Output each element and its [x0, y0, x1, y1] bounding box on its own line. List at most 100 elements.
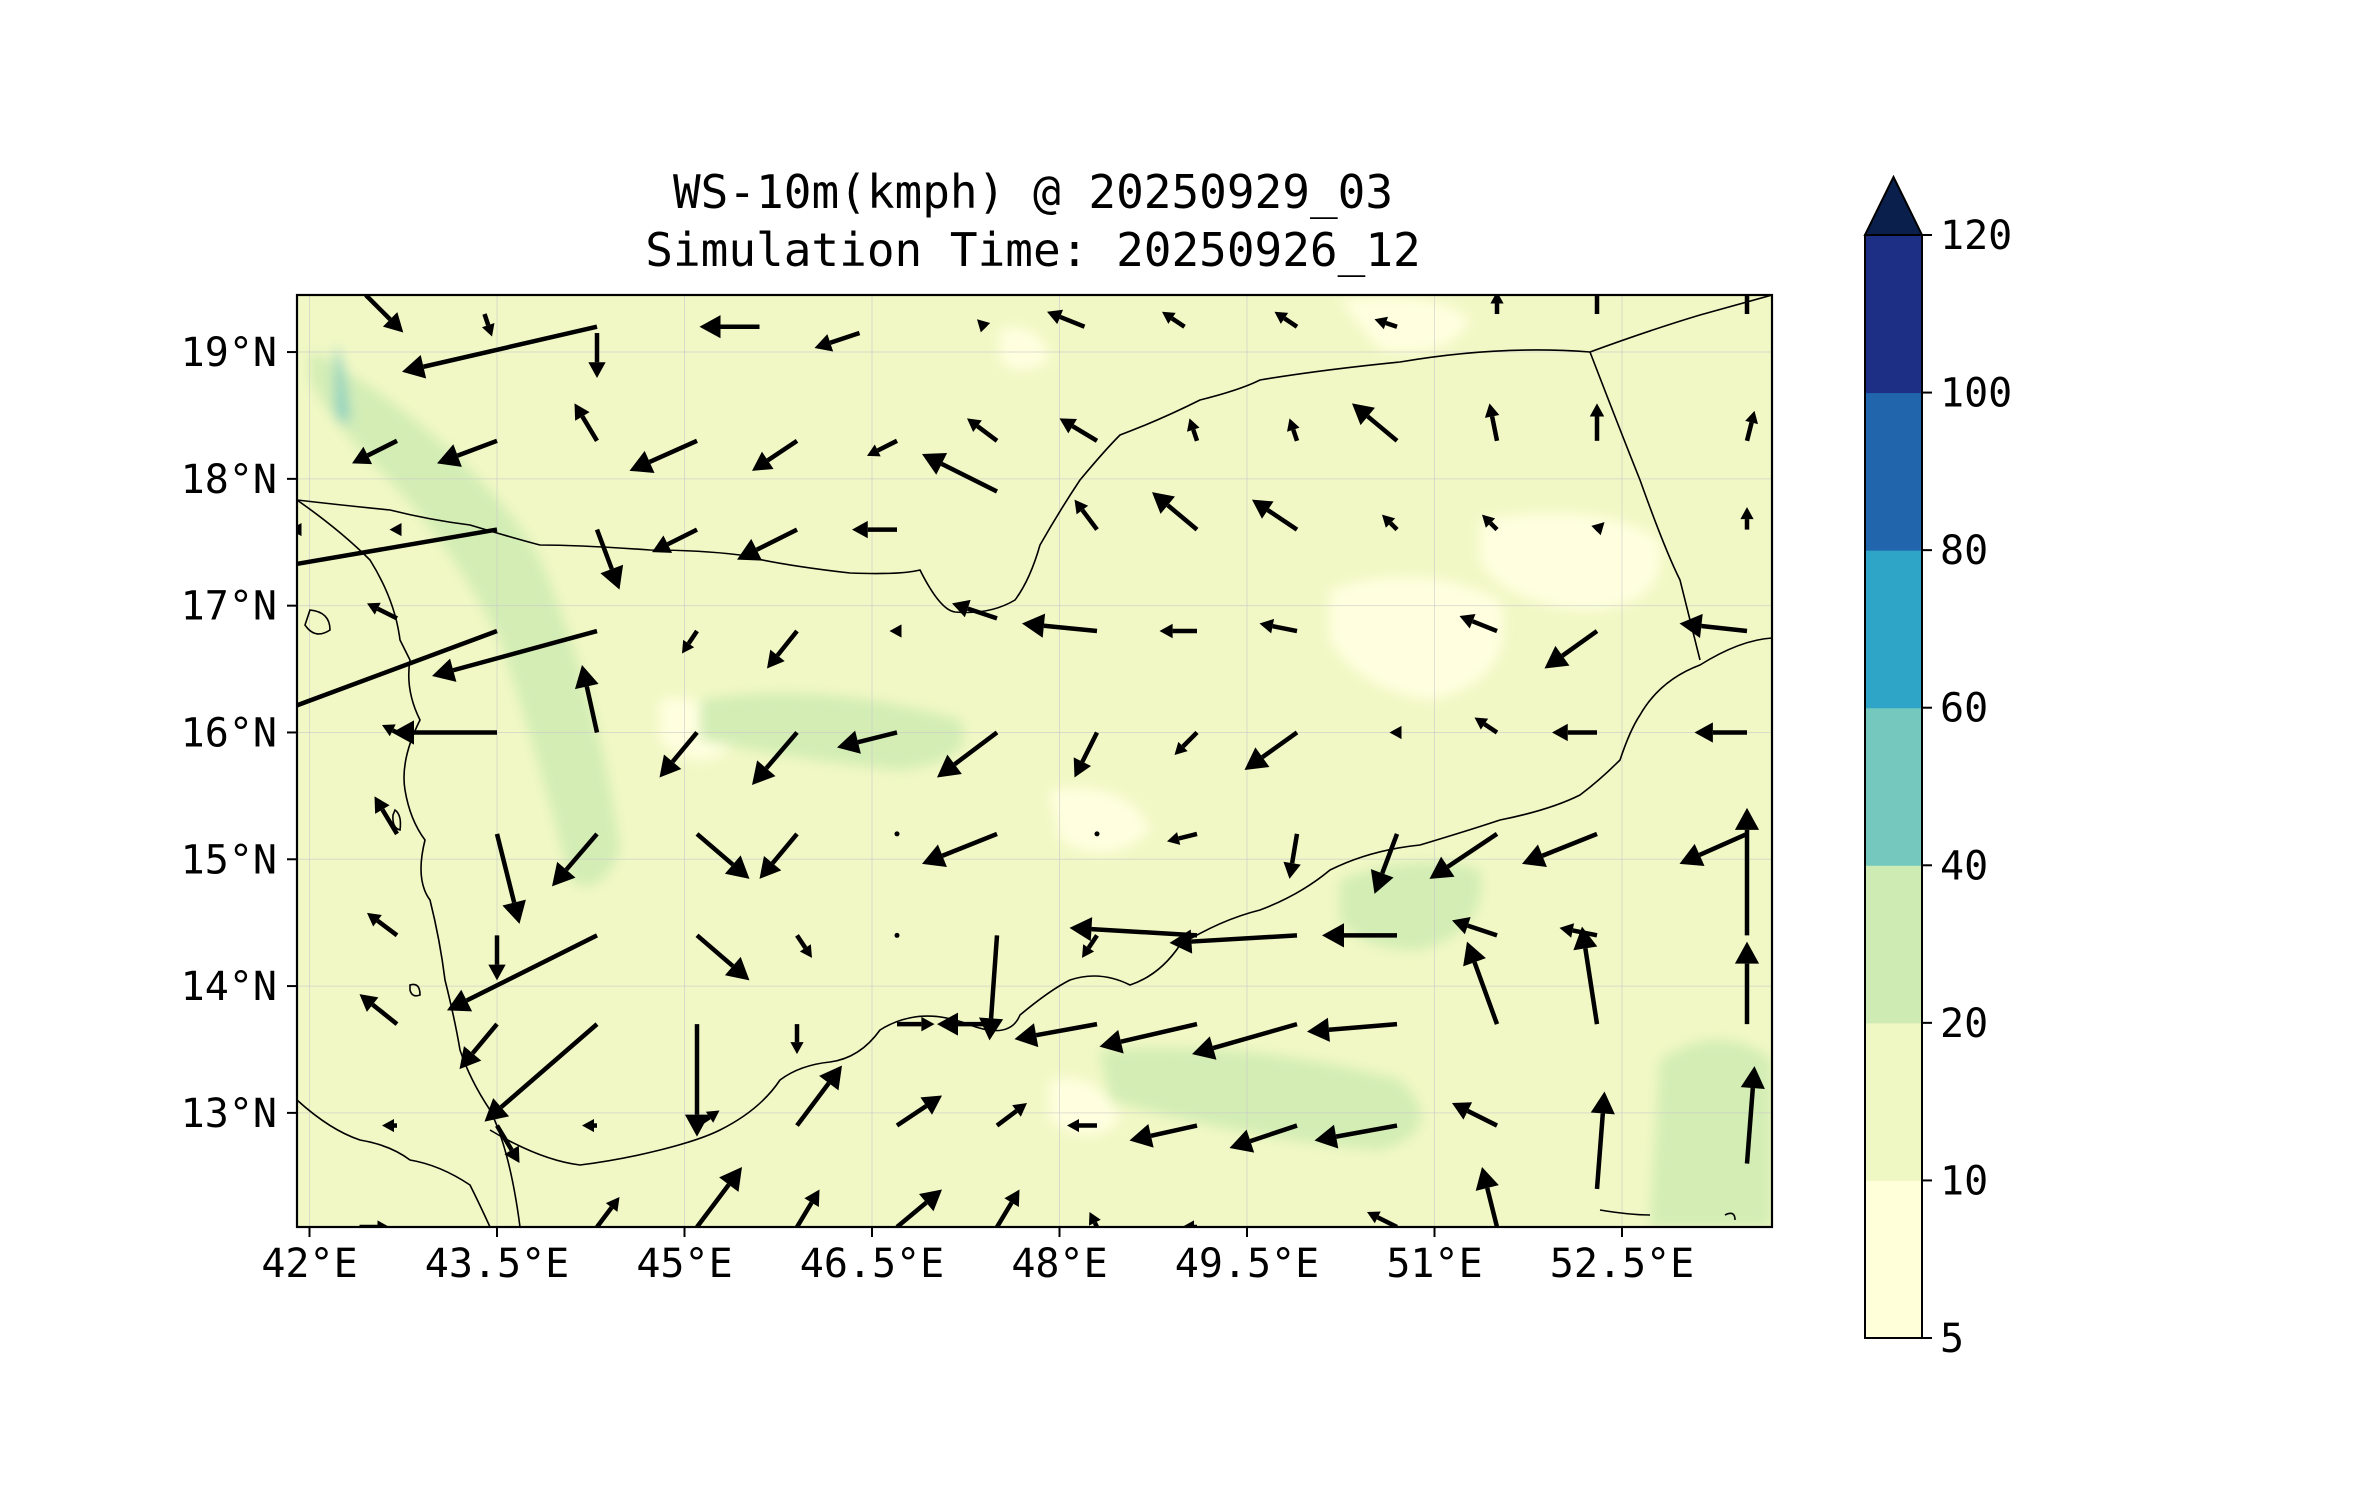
wind-vector-shaft: [366, 438, 399, 458]
wind-vector-head: [1073, 757, 1092, 778]
wind-vector-head: [1591, 522, 1605, 536]
wind-vector-shaft: [1583, 948, 1600, 1025]
wind-vector: [1047, 309, 1086, 329]
low-speed-patch: [1330, 577, 1504, 700]
wind-vector-shaft: [895, 1104, 928, 1128]
wind-vector: [1129, 1123, 1198, 1148]
wind-vector-head: [574, 664, 599, 690]
wind-vector: [895, 1189, 942, 1227]
wind-vector-shaft: [1698, 831, 1748, 858]
wind-vector-shaft: [1191, 933, 1298, 944]
wind-vector-head: [724, 855, 750, 879]
wind-vector-head: [1389, 725, 1402, 740]
wind-vector-shaft: [580, 415, 599, 442]
wind-vector-head: [1573, 926, 1598, 951]
wind-vector-shaft: [695, 1183, 731, 1227]
wind-vector-shaft: [1191, 428, 1200, 442]
wind-vector: [1074, 499, 1099, 531]
wind-vector-head: [1374, 316, 1388, 330]
wind-vector-head: [1370, 869, 1394, 894]
wind-vector-shaft: [452, 628, 598, 673]
longitude-ticks: 42°E 43.5°E 45°E 46.5°E 48°E 49.5°E 51°E 52.5°E: [261, 1227, 1694, 1287]
wind-vector-head: [1159, 623, 1173, 639]
wind-vector-shaft: [1266, 508, 1299, 532]
wind-vector: [1152, 492, 1199, 532]
wind-vector-head: [1679, 843, 1705, 867]
wind-vector: [629, 438, 698, 473]
wind-vector-head: [724, 956, 750, 981]
wind-vector-shaft: [764, 731, 799, 770]
wind-vector-shaft: [857, 730, 898, 745]
island: [409, 983, 421, 997]
wind-vector-shaft: [1489, 416, 1500, 442]
wind-vector-shaft: [1744, 1087, 1756, 1164]
wind-vector-head: [1088, 1212, 1101, 1226]
wind-vector-head: [447, 989, 473, 1012]
colorbar-segment: [1865, 707, 1922, 866]
wind-vector: [1474, 717, 1499, 735]
wind-vector: [1382, 514, 1399, 532]
wind-vector: [1552, 723, 1597, 742]
wind-vector-shaft: [1701, 623, 1748, 634]
island: [1724, 1212, 1736, 1221]
colorbar-tick-label: 80: [1940, 528, 1988, 574]
wind-vector-head: [1014, 1023, 1039, 1048]
wind-vector-head: [1229, 1129, 1255, 1153]
wind-vector: [1679, 831, 1748, 867]
wind-vector-shaft: [470, 1022, 499, 1055]
wind-vector-shaft: [1080, 508, 1099, 531]
wind-vector-head: [1694, 722, 1713, 743]
wind-vector: [595, 1197, 620, 1227]
wind-vector-head: [504, 1145, 520, 1164]
wind-vector-shaft: [648, 438, 698, 464]
wind-vector: [682, 629, 699, 654]
wind-vector: [588, 333, 606, 379]
wind-vector: [1283, 833, 1301, 879]
gulf-of-aden-coast: [489, 637, 1772, 1166]
wind-vector-head: [719, 1167, 742, 1192]
wind-vector: [752, 731, 799, 785]
wind-vector-head: [1679, 613, 1703, 638]
wind-vector-head: [752, 760, 776, 785]
wind-vector-shaft: [1059, 314, 1086, 329]
lat-tick-label: 15°N: [181, 837, 277, 883]
wind-vector: [1322, 923, 1397, 948]
wind-vector-shaft: [1272, 623, 1298, 634]
wind-vector-shaft: [1388, 521, 1399, 532]
wind-vector-head: [1169, 929, 1193, 954]
colorbar-tick-label: 120: [1940, 213, 2012, 259]
wind-vector-head: [1182, 1220, 1194, 1227]
map-panel: [297, 295, 1772, 1227]
wind-vector-shaft: [499, 1022, 599, 1109]
wind-vector-shaft: [695, 933, 735, 968]
wind-vector-shaft: [1467, 923, 1498, 938]
wind-vector-head: [1047, 309, 1064, 325]
wind-vector-head: [377, 1220, 390, 1227]
wind-vector-shaft: [1212, 1021, 1298, 1051]
wind-vector-head: [437, 444, 462, 467]
wind-vector-head: [1482, 514, 1496, 528]
lon-tick-label: 46.5°E: [800, 1241, 945, 1287]
wind-vector: [1022, 613, 1098, 638]
wind-vector-shaft: [795, 1081, 831, 1127]
wind-vector-shaft: [297, 628, 498, 708]
wind-vector: [432, 628, 598, 682]
wind-vector: [297, 628, 498, 708]
wind-vector-head: [922, 453, 948, 475]
wind-vector-head: [1252, 499, 1274, 519]
wind-vector-head: [852, 520, 868, 539]
colorbar-segment: [1865, 1180, 1922, 1339]
colorbar-tick-label: 20: [1940, 1001, 1988, 1047]
wind-vector-head: [367, 602, 381, 615]
wind-vector-shaft: [482, 313, 491, 326]
wind-vector: [582, 1118, 597, 1133]
wind-vector-shaft: [1594, 1113, 1606, 1190]
wind-vector-head: [804, 1189, 820, 1207]
wind-vector: [867, 438, 899, 457]
wind-vector-shaft: [1328, 1021, 1398, 1033]
wind-vector: [1590, 1091, 1615, 1190]
wind-vector-head: [374, 796, 390, 814]
wind-vector-head: [382, 1118, 394, 1133]
colorbar-tick-label: 60: [1940, 686, 1988, 732]
wind-vector-head: [1745, 410, 1758, 425]
